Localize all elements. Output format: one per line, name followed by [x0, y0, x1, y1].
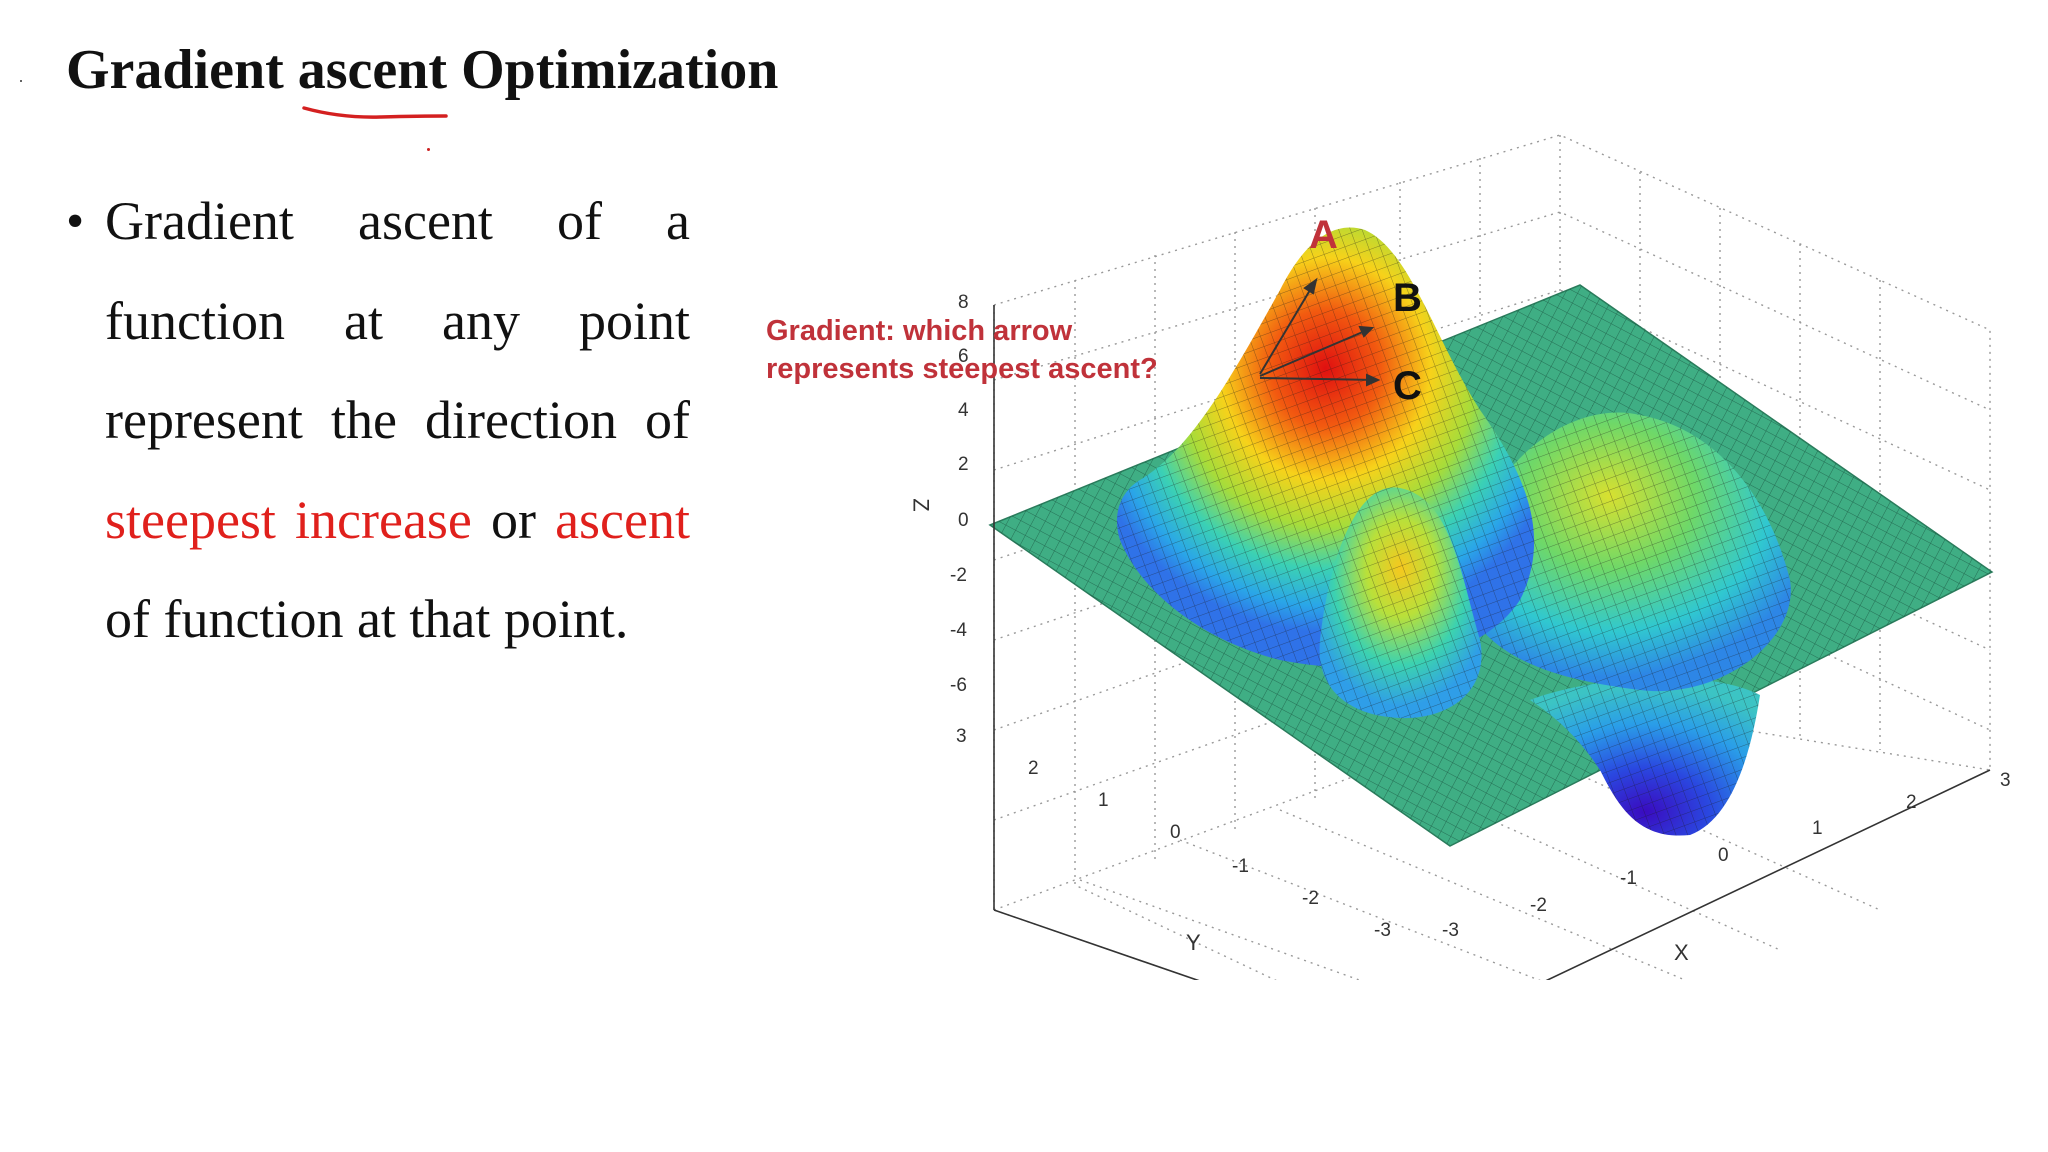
z-tick: 6	[958, 346, 969, 367]
y-tick: -2	[1302, 888, 1319, 909]
z-tick: 4	[958, 400, 969, 421]
y-tick: 3	[956, 726, 967, 747]
z-tick: -6	[950, 675, 967, 696]
x-tick: -3	[1442, 920, 1459, 941]
bullet-segment-5: of function at that point.	[105, 589, 629, 649]
arrow-c	[1259, 377, 1379, 381]
z-tick: 8	[958, 292, 969, 313]
bullet-marker: •	[66, 193, 85, 250]
arrow-a	[1259, 279, 1317, 375]
axes	[993, 305, 1991, 980]
y-tick: 0	[1170, 822, 1181, 843]
arrow-b	[1259, 327, 1373, 377]
bullet-text: Gradient ascent of a function at any poi…	[105, 172, 690, 670]
ink-dot	[427, 148, 430, 151]
x-tick: 1	[1812, 818, 1823, 839]
x-tick: 0	[1718, 845, 1729, 866]
bullet-point: • Gradient ascent of a function at any p…	[66, 172, 690, 670]
y-tick: -3	[1374, 920, 1391, 941]
surface-plot	[988, 134, 1994, 980]
x-tick: 2	[1906, 792, 1917, 813]
y-axis-label: Y	[1186, 930, 1201, 955]
ink-underline	[302, 106, 448, 119]
bullet-segment-3: or	[471, 489, 556, 550]
highlight-ascent: ascent	[555, 489, 690, 550]
y-tick: -1	[1232, 856, 1249, 877]
z-tick: 2	[958, 454, 969, 475]
arrow-label-b: B	[1393, 276, 1422, 320]
caption-line-1: Gradient: which arrow	[766, 315, 1073, 347]
bullet-segment-1: Gradient ascent of a function at any poi…	[105, 191, 690, 450]
z-tick: -2	[950, 565, 967, 586]
z-tick: 0	[958, 510, 969, 531]
arrow-label-a: A	[1309, 213, 1338, 257]
stray-dot	[20, 80, 22, 82]
figure-caption: Gradient: which arrow represents steepes…	[766, 312, 1158, 388]
x-tick: -2	[1530, 895, 1547, 916]
slide-title: Gradient ascent Optimization	[66, 39, 779, 101]
x-tick: 3	[2000, 770, 2011, 791]
z-tick: -4	[950, 620, 967, 641]
gradient-arrows	[1259, 277, 1381, 387]
caption-line-2: represents steepest ascent?	[766, 353, 1158, 385]
arrow-label-c: C	[1393, 364, 1422, 408]
z-axis-label: Z	[908, 498, 934, 512]
y-tick: 2	[1028, 758, 1039, 779]
x-tick: -1	[1620, 868, 1637, 889]
highlight-steepest-increase: steepest increase	[105, 489, 472, 550]
y-tick: 1	[1098, 790, 1109, 811]
x-axis-label: X	[1674, 940, 1689, 965]
